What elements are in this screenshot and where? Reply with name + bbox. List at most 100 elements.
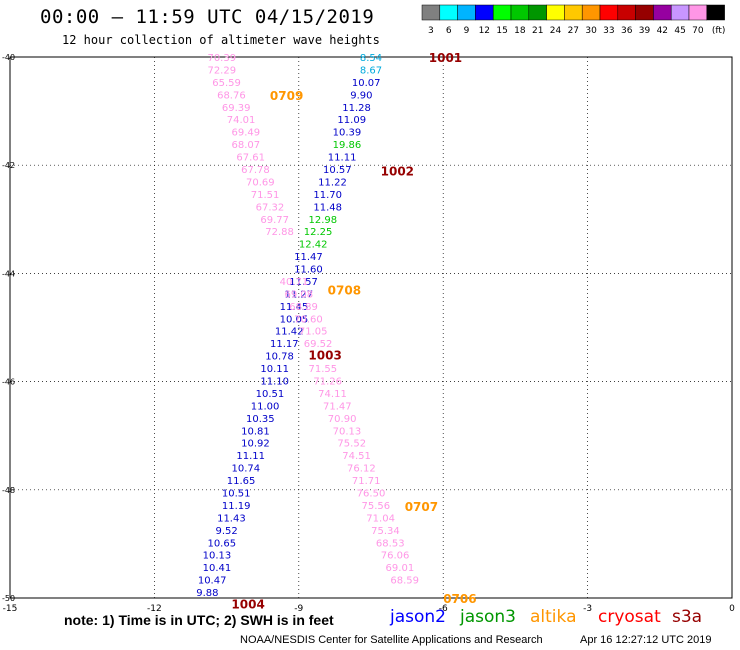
wave-height-label: 74.51: [342, 451, 371, 462]
wave-height-label: 9.90: [350, 90, 372, 101]
wave-height-label: 71.04: [366, 513, 395, 524]
wave-height-label: 10.11: [260, 364, 289, 375]
wave-height-label: 9.88: [196, 588, 218, 599]
legend-bin-label: 6: [446, 26, 452, 36]
wave-height-label: 8.67: [360, 65, 382, 76]
wave-height-label: 68.07: [232, 140, 261, 151]
time-label: 0709: [270, 89, 303, 103]
y-tick-label: -44: [2, 269, 15, 278]
time-label: 1002: [381, 165, 414, 179]
wave-height-label: 76.06: [381, 551, 410, 562]
y-tick-label: -40: [2, 53, 15, 62]
wave-height-label: 12.98: [309, 215, 338, 226]
wave-height-label: 75.52: [337, 439, 366, 450]
wave-height-label: 11.11: [328, 153, 357, 164]
wave-height-label: 68.89: [289, 302, 318, 313]
wave-height-label: 69.01: [386, 563, 415, 574]
wave-height-label: 72.29: [207, 65, 236, 76]
legend-bin-label: 9: [464, 26, 470, 36]
time-label: 1001: [429, 51, 462, 65]
wave-height-label: 10.81: [241, 426, 270, 437]
wave-height-label: 10.07: [352, 78, 381, 89]
wave-height-label: 10.05: [280, 314, 309, 325]
y-tick-label: -50: [2, 594, 15, 603]
wave-height-label: 11.17: [270, 339, 299, 350]
wave-height-label: 72.88: [265, 227, 294, 238]
wave-height-label: 10.39: [333, 128, 362, 139]
x-tick-label: -12: [147, 604, 162, 614]
wave-height-label: 11.45: [280, 302, 309, 313]
y-tick-label: -48: [2, 486, 15, 495]
wave-height-label: 10.78: [265, 352, 294, 363]
wave-height-label: 68.76: [217, 90, 246, 101]
wave-height-label: 10.57: [323, 165, 352, 176]
wave-height-label: 74.11: [318, 389, 347, 400]
legend-swatch: [706, 4, 725, 21]
page-title: 00:00 – 11:59 UTC 04/15/2019: [40, 6, 375, 28]
legend-bin-label: 15: [496, 26, 507, 36]
wave-height-label: 8.54: [360, 53, 382, 64]
wave-height-label: 11.60: [294, 265, 323, 276]
wave-height-label: 11.09: [337, 115, 366, 126]
legend-bin-label: 36: [621, 26, 633, 36]
wave-height-label: 70.60: [294, 314, 323, 325]
wave-height-label: 11.65: [227, 476, 256, 487]
legend-bin-label: 24: [550, 26, 562, 36]
x-tick-label: -6: [439, 604, 448, 614]
page-subtitle: 12 hour collection of altimeter wave hei…: [62, 33, 380, 47]
legend-bin-label: 12: [479, 26, 490, 36]
wave-height-label: 11.00: [251, 401, 280, 412]
wave-height-label: 76.12: [347, 464, 376, 475]
wave-height-label: 11.70: [313, 190, 342, 201]
time-label: 1004: [231, 597, 264, 611]
wave-height-label: 10.35: [246, 414, 275, 425]
wave-height-label: 69.52: [304, 339, 333, 350]
wave-height-label: 71.05: [299, 327, 328, 338]
legend-bin-label: 42: [657, 26, 668, 36]
wave-height-label: 71.55: [309, 364, 338, 375]
legend-bin-label: 39: [639, 26, 651, 36]
wave-height-label: 67.78: [241, 165, 270, 176]
wave-height-label: 11.42: [275, 327, 304, 338]
wave-height-label: 11.10: [260, 377, 289, 388]
wave-height-label: 10.92: [241, 439, 270, 450]
legend-bin-label: 21: [532, 26, 543, 36]
x-tick-label: 0: [729, 604, 735, 614]
wave-height-label: 10.51: [222, 489, 251, 500]
wave-height-label: 67.32: [256, 202, 285, 213]
wave-height-label: 12.42: [299, 240, 328, 251]
wave-height-label: 11.48: [313, 202, 342, 213]
legend-bin-label: 27: [568, 26, 579, 36]
legend-bin-label: 70: [692, 26, 704, 36]
wave-height-label: 65.59: [212, 78, 241, 89]
wave-height-label: 69.77: [260, 215, 289, 226]
wave-height-label: 11.19: [222, 501, 251, 512]
wave-height-label: 11.11: [236, 451, 265, 462]
wave-height-label: 69.49: [232, 128, 261, 139]
satellite-label-jason3: jason3: [460, 607, 516, 627]
footer-timestamp: Apr 16 12:27:12 UTC 2019: [580, 634, 712, 646]
wave-height-label: 71.47: [323, 401, 352, 412]
wave-height-label: 69.08: [284, 289, 313, 300]
x-tick-label: -3: [583, 604, 592, 614]
time-label: 0707: [405, 500, 438, 514]
wave-height-label: 67.61: [236, 153, 265, 164]
wave-height-label: 70.69: [246, 177, 275, 188]
wave-height-label: 68.59: [390, 576, 419, 587]
wave-height-label: 10.51: [256, 389, 285, 400]
wave-height-label: 76.50: [357, 489, 386, 500]
legend-bin-label: 45: [674, 26, 685, 36]
wave-height-label: 11.22: [318, 177, 347, 188]
wave-height-label: 12.25: [304, 227, 333, 238]
wave-height-label: 10.47: [198, 576, 227, 587]
satellite-label-altika: altika: [530, 607, 577, 627]
wave-height-label: 10.74: [232, 464, 261, 475]
x-tick-label: -9: [294, 604, 303, 614]
wave-height-color-legend: 3 6 9 12 15 18 21 24 27 30 33 36 39 42 45 70 (ft): [421, 4, 725, 36]
wave-height-label: 75.56: [361, 501, 390, 512]
wave-height-label: 70.90: [328, 414, 357, 425]
wave-height-label: 10.65: [207, 538, 236, 549]
legend-bin-label: 30: [585, 26, 597, 36]
wave-height-label: 74.01: [227, 115, 256, 126]
wave-height-label: 10.41: [203, 563, 232, 574]
